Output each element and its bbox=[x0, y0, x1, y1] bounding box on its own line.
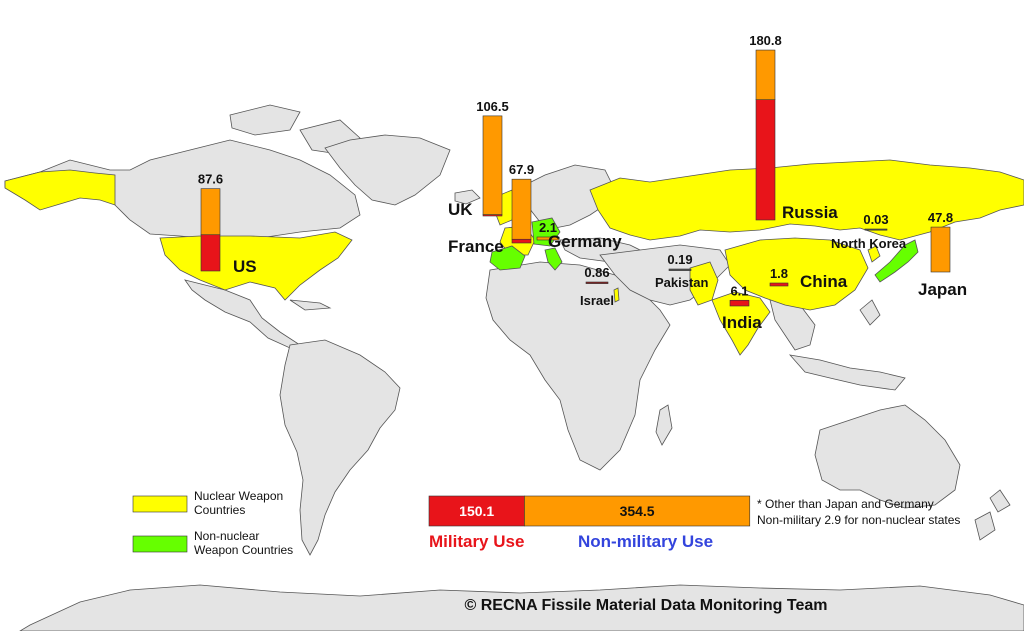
country-label-france: France bbox=[448, 237, 504, 256]
legend-non-nuclear-line-1: Non-nuclear bbox=[194, 529, 259, 543]
bar-non-military-russia bbox=[755, 49, 776, 100]
footnote: * Other than Japan and Germany Non-milit… bbox=[757, 497, 960, 527]
bar-military-north-korea bbox=[864, 228, 888, 231]
bar-total-label-pakistan: 0.19 bbox=[667, 252, 692, 267]
bar-military-israel bbox=[585, 281, 609, 284]
bar-military-india bbox=[729, 299, 750, 307]
legend-swatch-nuclear bbox=[132, 495, 188, 513]
map-legend: Nuclear Weapon Countries Non-nuclear Wea… bbox=[132, 489, 293, 557]
region-western-europe-green bbox=[489, 245, 526, 271]
bar-total-label-france: 67.9 bbox=[509, 162, 534, 177]
total-military-segment bbox=[428, 495, 525, 527]
bar-total-label-russia: 180.8 bbox=[749, 33, 782, 48]
nuclear-weapon-states bbox=[4, 159, 1024, 356]
bar-total-label-israel: 0.86 bbox=[584, 265, 609, 280]
bar-total-label-japan: 47.8 bbox=[928, 210, 953, 225]
legend-non-nuclear-line-2: Weapon Countries bbox=[194, 543, 293, 557]
country-label-germany: Germany bbox=[548, 232, 622, 251]
region-japan bbox=[874, 239, 919, 283]
country-label-pakistan: Pakistan bbox=[655, 275, 709, 290]
bar-military-china bbox=[769, 282, 789, 287]
totals-bar: 150.1 354.5 Military Use Non-military Us… bbox=[428, 495, 751, 551]
credit-text: © RECNA Fissile Material Data Monitoring… bbox=[465, 597, 828, 614]
bar-total-label-uk: 106.5 bbox=[476, 99, 509, 114]
country-label-russia: Russia bbox=[782, 203, 838, 222]
total-non-military-value: 354.5 bbox=[620, 503, 655, 519]
bar-non-military-germany bbox=[536, 236, 560, 241]
bar-total-label-north-korea: 0.03 bbox=[863, 212, 888, 227]
bar-total-label-china: 1.8 bbox=[770, 266, 788, 281]
region-russia bbox=[589, 159, 1024, 241]
region-north-korea bbox=[867, 245, 881, 263]
region-italy bbox=[544, 247, 563, 271]
country-label-north-korea: North Korea bbox=[831, 236, 907, 251]
bar-non-military-us bbox=[200, 188, 221, 236]
bar-military-us bbox=[200, 234, 221, 272]
legend-nuclear-line-2: Countries bbox=[194, 503, 245, 517]
footnote-line-1: * Other than Japan and Germany bbox=[757, 497, 934, 511]
bar-non-military-uk bbox=[482, 115, 503, 215]
country-label-japan: Japan bbox=[918, 280, 967, 299]
non-military-use-label: Non-military Use bbox=[578, 532, 713, 551]
legend-nuclear-line-1: Nuclear Weapon bbox=[194, 489, 283, 503]
bar-non-military-japan bbox=[930, 226, 951, 273]
region-china bbox=[724, 237, 869, 311]
country-label-us: US bbox=[233, 257, 257, 276]
bar-non-military-france bbox=[511, 178, 532, 240]
country-label-china: China bbox=[800, 272, 848, 291]
total-non-military-segment bbox=[524, 495, 751, 527]
country-label-india: India bbox=[722, 313, 762, 332]
legend-swatch-non-nuclear bbox=[132, 535, 188, 553]
legend-non-nuclear-label: Non-nuclear Weapon Countries bbox=[194, 529, 293, 557]
footnote-line-2: Non-military 2.9 for non-nuclear states bbox=[757, 513, 960, 527]
military-use-label: Military Use bbox=[429, 532, 524, 551]
total-military-value: 150.1 bbox=[459, 503, 494, 519]
bar-total-label-germany: 2.1 bbox=[539, 220, 557, 235]
bar-military-france bbox=[511, 238, 532, 244]
region-israel bbox=[613, 287, 620, 303]
bar-total-label-us: 87.6 bbox=[198, 172, 223, 187]
land-grey bbox=[4, 104, 1024, 632]
region-alaska bbox=[4, 169, 116, 211]
legend-nuclear-label: Nuclear Weapon Countries bbox=[194, 489, 287, 517]
country-label-israel: Israel bbox=[580, 293, 614, 308]
region-india bbox=[711, 291, 771, 356]
bar-total-label-india: 6.1 bbox=[730, 283, 748, 298]
bar-military-pakistan bbox=[668, 268, 692, 271]
country-label-uk: UK bbox=[448, 200, 473, 219]
bar-military-russia bbox=[755, 99, 776, 221]
